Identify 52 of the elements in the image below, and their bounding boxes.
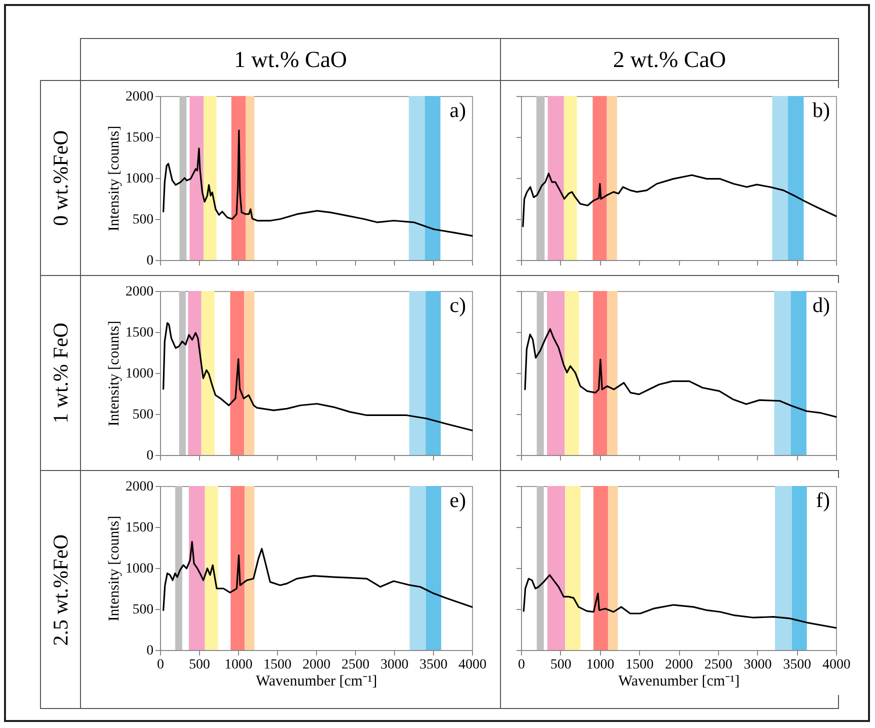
- x-tick-label: 2500: [704, 658, 732, 672]
- y-axis-title: Intensity [counts]: [106, 516, 122, 622]
- x-tick-label: 2000: [302, 658, 330, 672]
- y-tick-label: 0: [146, 254, 154, 268]
- x-axis-title: Wavenumber [cm⁻¹]: [256, 674, 378, 690]
- x-tick-label: 1000: [586, 658, 614, 672]
- y-tick-label: 500: [132, 602, 154, 618]
- text: 1 wt.% FeO: [48, 322, 73, 424]
- x-tick-label: 1000: [224, 658, 252, 672]
- x-tick-label: 0: [518, 658, 525, 672]
- x-tick-label: 500: [189, 658, 210, 672]
- y-tick-label: 1000: [126, 366, 154, 382]
- line-series: [162, 322, 473, 432]
- x-tick-label: 3000: [744, 658, 772, 672]
- chart-title: d): [812, 293, 830, 317]
- x-tick-label: 500: [550, 658, 572, 672]
- y-tick-label: 500: [132, 408, 154, 422]
- text: 0 wt.%FeO: [48, 130, 73, 226]
- line-series: [162, 540, 473, 612]
- x-tick-label: 3500: [420, 658, 448, 672]
- chart-title: a): [450, 98, 466, 122]
- y-tick-label: 1500: [126, 520, 154, 536]
- y-tick-label: 2000: [126, 90, 154, 104]
- chart-subtitle: 2 wt.% CaO: [500, 38, 839, 81]
- y-axis-title: Intensity [counts]: [106, 126, 122, 232]
- y-tick-label: 2000: [126, 480, 154, 494]
- text: 2.5 wt.%FeO: [48, 534, 73, 646]
- x-axis-title: Wavenumber [cm⁻¹]: [618, 674, 740, 690]
- x-tick-label: 1500: [626, 658, 654, 672]
- y-tick-label: 500: [132, 212, 154, 228]
- chart-title: e): [450, 488, 466, 512]
- x-tick-label: 4000: [822, 658, 850, 672]
- y-tick-label: 1500: [126, 130, 154, 146]
- x-tick-label: 1500: [264, 658, 292, 672]
- chart-title: c): [450, 293, 466, 317]
- y-axis-title: Intensity [counts]: [106, 320, 122, 426]
- chart-title: f): [816, 488, 830, 512]
- x-tick-label: 4000: [458, 658, 486, 672]
- y-tick-label: 0: [146, 448, 154, 464]
- x-tick-label: 3000: [380, 658, 408, 672]
- y-tick-label: 1000: [126, 172, 154, 186]
- chart-title: b): [812, 98, 830, 122]
- y-tick-label: 2000: [126, 284, 154, 300]
- y-tick-label: 1500: [126, 326, 154, 340]
- x-tick-label: 2500: [342, 658, 370, 672]
- chart-subtitle: 1 wt.% CaO: [80, 38, 501, 81]
- y-tick-label: 0: [146, 644, 154, 658]
- line-series: [162, 130, 473, 237]
- x-tick-label: 3500: [783, 658, 812, 672]
- x-tick-label: 0: [157, 658, 164, 672]
- y-tick-label: 1000: [126, 562, 154, 576]
- x-tick-label: 2000: [665, 658, 693, 672]
